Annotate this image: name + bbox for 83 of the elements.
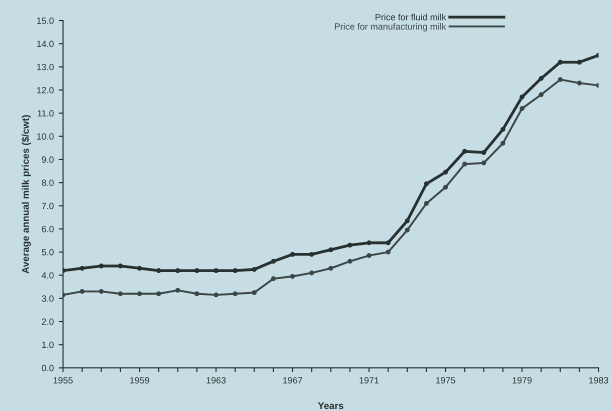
point [520, 106, 524, 111]
point [576, 60, 582, 65]
point [462, 162, 468, 167]
point [80, 289, 85, 294]
point [404, 228, 410, 233]
y-tick-label: 9.0 [42, 156, 54, 163]
point [270, 276, 276, 282]
x-tick-label: 1983 [589, 377, 608, 384]
point [520, 94, 524, 100]
y-tick-label: 4.0 [42, 272, 54, 279]
point [118, 291, 123, 296]
point [232, 268, 238, 274]
y-tick-label: 7.0 [42, 202, 54, 210]
point [538, 92, 544, 98]
point [424, 201, 429, 206]
point [252, 267, 257, 272]
x-axis-title: Years [318, 402, 344, 410]
point [252, 290, 257, 296]
x-tick-label: 1955 [54, 377, 73, 384]
point [558, 77, 563, 82]
y-tick-label: 3.0 [42, 295, 54, 302]
point [156, 291, 162, 296]
point [137, 291, 142, 296]
point [404, 218, 410, 224]
point [366, 240, 372, 246]
y-tick-label: 1.0 [42, 342, 54, 348]
point [175, 288, 180, 293]
point [214, 292, 218, 298]
point [232, 291, 238, 296]
point [386, 240, 391, 246]
text: Price for manufacturing milk [334, 23, 446, 32]
point [194, 291, 200, 296]
point [98, 289, 104, 294]
point [309, 252, 314, 257]
y-tick-label: 12.0 [37, 86, 54, 94]
point [500, 126, 506, 132]
point [347, 258, 352, 264]
point [309, 270, 314, 276]
point [424, 181, 429, 186]
point [328, 266, 334, 271]
y-tick-label: 6.0 [42, 226, 54, 232]
y-tick-label: 0.0 [42, 364, 54, 372]
point [98, 264, 104, 268]
point [194, 268, 200, 274]
y-tick-label: 10.0 [37, 133, 54, 140]
x-tick-label: 1967 [283, 377, 302, 384]
point [290, 274, 295, 279]
x-tick-label: 1959 [130, 377, 150, 384]
x-tick-label: 1975 [436, 377, 456, 384]
point [156, 268, 162, 274]
point [214, 268, 218, 274]
y-tick-label: 8.0 [42, 180, 54, 186]
point [481, 160, 486, 166]
point [386, 250, 391, 255]
y-tick-label: 11.0 [38, 110, 54, 117]
point [462, 148, 468, 154]
point [558, 60, 563, 65]
y-tick-label: 15.0 [37, 18, 54, 24]
point [118, 264, 123, 268]
y-tick-label: 2.0 [42, 318, 54, 325]
point [443, 170, 448, 175]
point [366, 253, 372, 258]
point [137, 266, 142, 271]
y-tick-label: 13.0 [37, 64, 54, 70]
line-series [63, 77, 599, 298]
x-tick-label: 1971 [360, 377, 379, 384]
y-tick-label: 5.0 [42, 249, 54, 256]
x-tick-label: 1979 [512, 377, 532, 384]
point [500, 140, 506, 146]
point [538, 76, 544, 81]
point [270, 258, 276, 264]
point [328, 247, 334, 252]
y-axis-title: Average annual milk prices ($/cwt) [22, 115, 31, 274]
point [290, 252, 295, 257]
point [481, 150, 486, 155]
point [347, 242, 352, 248]
point [576, 80, 582, 86]
point [175, 268, 180, 274]
x-tick-label: 1963 [206, 377, 226, 384]
point [443, 184, 448, 190]
point [80, 266, 85, 271]
text: Price for fluid milk [376, 14, 446, 20]
y-tick-label: 14.0 [37, 40, 54, 48]
